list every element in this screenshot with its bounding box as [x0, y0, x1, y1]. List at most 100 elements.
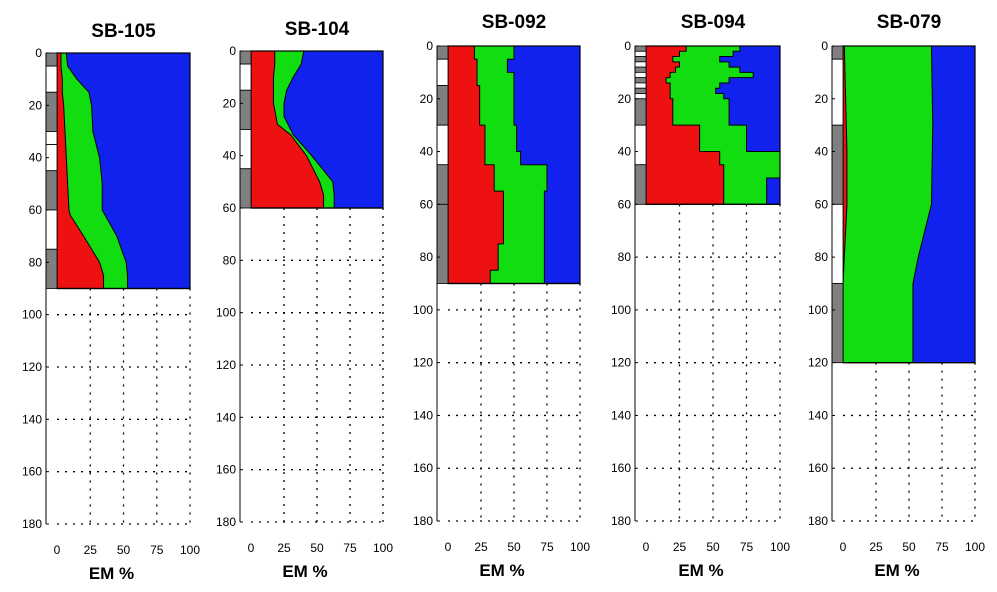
y-tick-label: 0 [624, 39, 631, 53]
y-tick-label: 80 [618, 250, 632, 264]
y-tick-label: 20 [29, 98, 43, 112]
y-tick-label: 180 [413, 514, 433, 528]
y-tick-label: 0 [35, 46, 42, 60]
panel-sb-092: 0 20 40 60 80 100 120 140 160 180 0 25 50 75 100 SB-092… [413, 12, 590, 580]
y-tick-label: 180 [216, 515, 236, 529]
y-tick-label: 120 [808, 356, 828, 370]
y-tick-label: 180 [22, 517, 42, 531]
stratum-white [634, 61, 647, 68]
panel-sb-094: 0 20 40 60 80 100 120 140 160 180 0 25 50 75 100 SB-094… [611, 12, 790, 580]
y-tick-label: 140 [808, 408, 828, 422]
red-area [56, 52, 105, 289]
x-tick-label: 25 [84, 543, 98, 557]
y-tick-label: 60 [815, 197, 829, 211]
y-tick-label: 40 [223, 149, 237, 163]
x-tick-label: 0 [54, 543, 61, 557]
y-tick-label: 100 [611, 303, 631, 317]
x-tick-label: 50 [902, 540, 916, 554]
y-tick-label: 60 [223, 201, 237, 215]
stratum-white [45, 65, 58, 93]
stratum-gray [45, 52, 58, 67]
stratum-gray [239, 89, 252, 130]
y-tick-label: 60 [420, 197, 434, 211]
stratum-gray [634, 77, 647, 84]
x-tick-label: 100 [965, 540, 985, 554]
x-axis-label: EM % [89, 564, 134, 583]
x-tick-label: 75 [343, 541, 357, 555]
x-axis-label: EM % [282, 562, 327, 581]
x-tick-label: 25 [869, 540, 883, 554]
stratum-gray [634, 87, 647, 94]
stratum-gray [436, 45, 449, 60]
stratum-gray [45, 170, 58, 211]
y-tick-label: 80 [420, 250, 434, 264]
panel-title: SB-092 [482, 12, 546, 33]
x-tick-label: 25 [277, 541, 291, 555]
stratum-gray [45, 248, 58, 289]
stratum-white [634, 50, 647, 57]
x-tick-label: 75 [935, 540, 949, 554]
x-tick-label: 75 [150, 543, 164, 557]
stratum-gray [239, 168, 252, 209]
stratum-gray [45, 91, 58, 132]
y-tick-label: 100 [22, 308, 42, 322]
x-axis-label: EM % [678, 561, 723, 580]
x-tick-label: 75 [540, 540, 554, 554]
y-tick-label: 40 [618, 145, 632, 159]
y-tick-label: 20 [420, 92, 434, 106]
y-tick-label: 140 [216, 410, 236, 424]
x-tick-label: 50 [310, 541, 324, 555]
panel-title: SB-094 [681, 12, 746, 33]
y-tick-label: 120 [611, 356, 631, 370]
x-tick-label: 0 [445, 540, 452, 554]
red-area [645, 45, 725, 205]
y-tick-label: 80 [29, 255, 43, 269]
stratum-gray [436, 164, 449, 205]
y-tick-label: 160 [808, 461, 828, 475]
y-tick-label: 80 [815, 250, 829, 264]
y-tick-label: 140 [22, 412, 42, 426]
y-tick-label: 120 [413, 356, 433, 370]
x-tick-label: 100 [570, 540, 590, 554]
y-tick-label: 40 [29, 151, 43, 165]
y-tick-label: 160 [216, 463, 236, 477]
stratum-gray [634, 66, 647, 73]
x-tick-label: 0 [643, 540, 650, 554]
stratum-gray [831, 124, 844, 205]
stratum-white [634, 82, 647, 89]
y-tick-label: 160 [413, 461, 433, 475]
stratum-white [634, 71, 647, 79]
y-tick-label: 0 [821, 39, 828, 53]
y-tick-label: 160 [22, 465, 42, 479]
panel-sb-079: 0 20 40 60 80 100 120 140 160 180 0 25 50 75 100 SB-079… [808, 12, 985, 580]
y-tick-label: 20 [618, 92, 632, 106]
x-tick-label: 0 [840, 540, 847, 554]
y-tick-label: 40 [815, 145, 829, 159]
stratum-gray [634, 98, 647, 126]
x-tick-label: 75 [740, 540, 754, 554]
stratum-white [831, 58, 844, 126]
stratum-white [436, 124, 449, 166]
x-tick-label: 25 [673, 540, 687, 554]
stratum-white [831, 203, 844, 284]
x-tick-label: 100 [770, 540, 790, 554]
panel-title: SB-105 [91, 21, 156, 42]
panel-sb-105: 0 20 40 60 80 100 120 140 160 180 0 25 50 75 100 SB-105… [22, 21, 200, 583]
y-tick-label: 140 [413, 408, 433, 422]
stratum-white [634, 124, 647, 166]
x-tick-label: 50 [117, 543, 131, 557]
y-tick-label: 100 [216, 306, 236, 320]
y-tick-label: 100 [808, 303, 828, 317]
stratum-white [45, 131, 58, 145]
y-tick-label: 180 [808, 514, 828, 528]
stratum-gray [436, 203, 449, 284]
stratum-gray [634, 45, 647, 52]
y-tick-label: 100 [413, 303, 433, 317]
y-tick-label: 180 [611, 514, 631, 528]
y-tick-label: 60 [29, 203, 43, 217]
x-tick-label: 0 [248, 541, 255, 555]
y-tick-label: 40 [420, 145, 434, 159]
y-tick-label: 120 [216, 358, 236, 372]
y-tick-label: 60 [618, 197, 632, 211]
